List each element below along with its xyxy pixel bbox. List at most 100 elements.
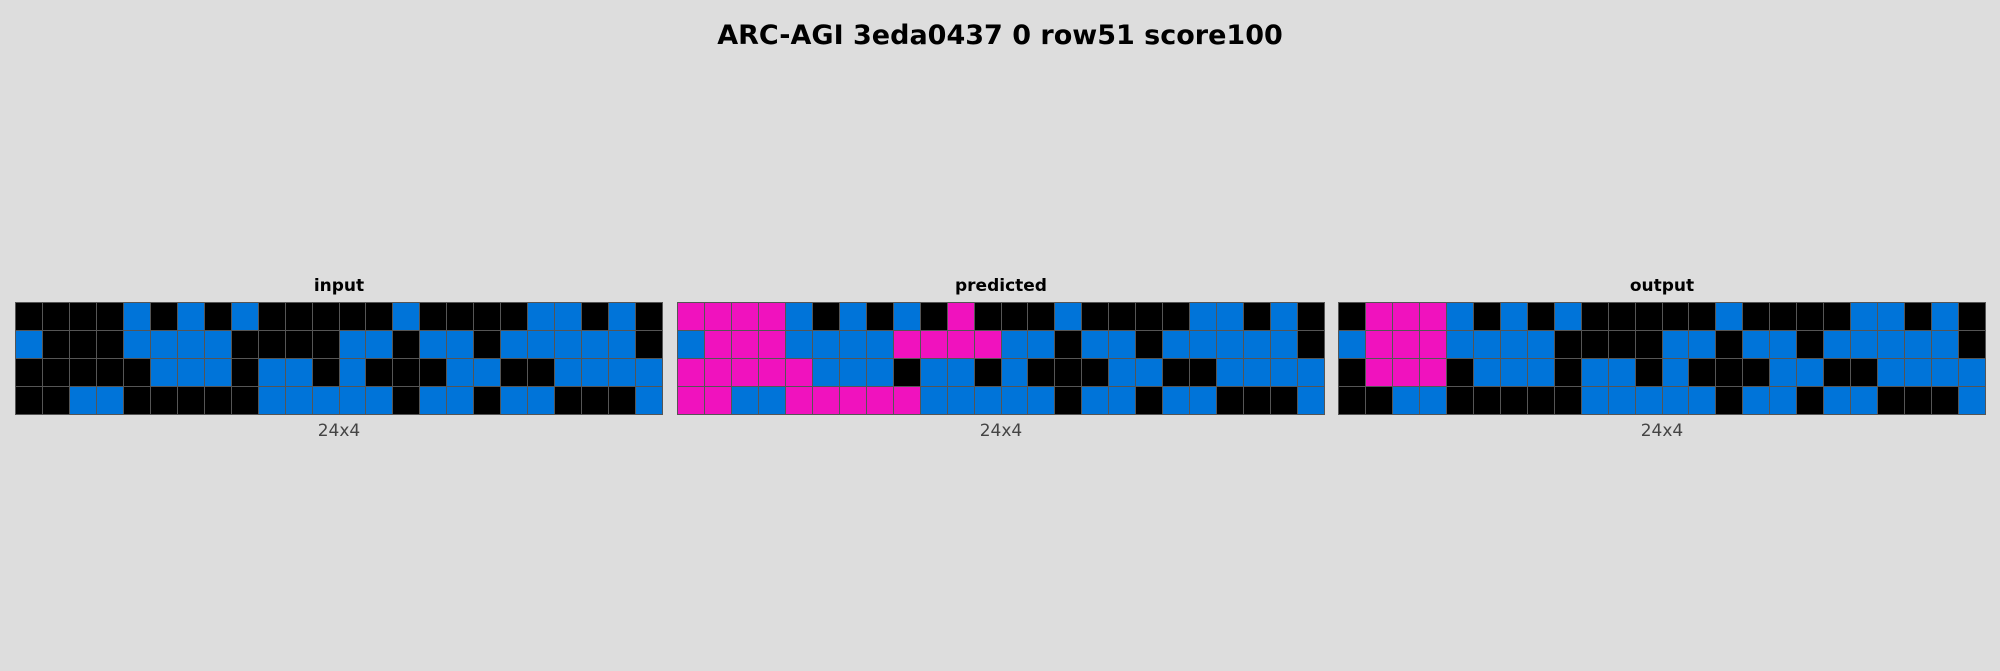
grid-cell [285, 331, 312, 358]
grid-cell [1824, 387, 1851, 414]
grid-cell [1001, 387, 1028, 414]
grid-cell [1163, 331, 1190, 358]
grid-cell [947, 331, 974, 358]
grid-cell [731, 359, 758, 386]
grid-cell [582, 387, 609, 414]
grid-cell [393, 387, 420, 414]
grid-cell [1905, 387, 1932, 414]
grid-cell [1932, 303, 1959, 330]
grid-cell [312, 303, 339, 330]
grid-cell [285, 303, 312, 330]
grid-cell [1770, 359, 1797, 386]
grid-cell [204, 387, 231, 414]
grid-cell [1271, 303, 1298, 330]
grid-cell [636, 303, 662, 330]
grid-cell [1932, 359, 1959, 386]
grid-cell [731, 387, 758, 414]
grid-cell [1554, 387, 1581, 414]
grid-cell [1959, 387, 1985, 414]
grid-cell [528, 359, 555, 386]
grid-cell [177, 303, 204, 330]
grid-cell [474, 331, 501, 358]
grid-cell [1959, 303, 1985, 330]
panel-predicted: predicted 24x4 [677, 274, 1325, 442]
grid-cell [758, 387, 785, 414]
grid-cell [1500, 303, 1527, 330]
grid-cell [312, 387, 339, 414]
grid-cell [1500, 359, 1527, 386]
grid-cell [974, 359, 1001, 386]
grid-cell [177, 387, 204, 414]
grid-cell [231, 387, 258, 414]
grid-cell [1851, 303, 1878, 330]
grid-cell [1878, 331, 1905, 358]
grid-cell [1662, 387, 1689, 414]
grid-cell [1082, 303, 1109, 330]
grid-cell [1851, 387, 1878, 414]
grid-cell [1298, 331, 1324, 358]
grid-cell [1339, 303, 1365, 330]
grid-cell [1770, 331, 1797, 358]
grid-cell [1743, 359, 1770, 386]
grid-dimensions: 24x4 [979, 421, 1023, 441]
grid-cell [501, 359, 528, 386]
grid-cell [258, 359, 285, 386]
grid-cell [974, 387, 1001, 414]
grid-cell [1136, 303, 1163, 330]
grid-cell [1878, 387, 1905, 414]
grid-cell [1932, 331, 1959, 358]
grid-cell [1136, 359, 1163, 386]
grid-cell [758, 359, 785, 386]
grid-cell [420, 359, 447, 386]
grid-cell [1905, 359, 1932, 386]
grid-cell [974, 331, 1001, 358]
grid-cell [1716, 303, 1743, 330]
grid-cell [785, 387, 812, 414]
grid-cell [1419, 359, 1446, 386]
grid-cell [285, 387, 312, 414]
grid-cell [947, 387, 974, 414]
grid-cell [366, 359, 393, 386]
grid-cell [69, 387, 96, 414]
grid-cell [16, 331, 42, 358]
grid-cell [96, 303, 123, 330]
grid-dimensions: 24x4 [317, 421, 361, 441]
grid-cell [1244, 387, 1271, 414]
grid-predicted [677, 302, 1325, 415]
grid-cell [920, 331, 947, 358]
grid-cell [1473, 387, 1500, 414]
grid-cell [920, 387, 947, 414]
grid-cell [1851, 359, 1878, 386]
grid-cell [528, 387, 555, 414]
grid-cell [1554, 359, 1581, 386]
grid-output [1338, 302, 1986, 415]
grid-cell [447, 331, 474, 358]
grid-cell [1055, 387, 1082, 414]
grid-cell [204, 303, 231, 330]
grid-cell [1446, 303, 1473, 330]
grid-cell [393, 331, 420, 358]
grid-cell [1959, 331, 1985, 358]
panel-title: predicted [955, 276, 1047, 296]
grid-cell [704, 359, 731, 386]
grid-cell [16, 359, 42, 386]
grid-cell [123, 387, 150, 414]
grid-cell [393, 359, 420, 386]
grid-cell [1473, 331, 1500, 358]
grid-cell [1365, 331, 1392, 358]
grid-cell [1797, 303, 1824, 330]
grid-cell [1271, 359, 1298, 386]
grid-cell [704, 303, 731, 330]
grid-cell [1662, 331, 1689, 358]
grid-cell [704, 331, 731, 358]
grid-cell [258, 303, 285, 330]
grid-cell [1001, 331, 1028, 358]
grid-cell [609, 359, 636, 386]
grid-cell [704, 387, 731, 414]
grid-cell [1298, 387, 1324, 414]
grid-cell [1500, 331, 1527, 358]
grid-cell [785, 303, 812, 330]
grid-cell [1082, 387, 1109, 414]
grid-dimensions: 24x4 [1640, 421, 1684, 441]
grid-cell [1797, 387, 1824, 414]
